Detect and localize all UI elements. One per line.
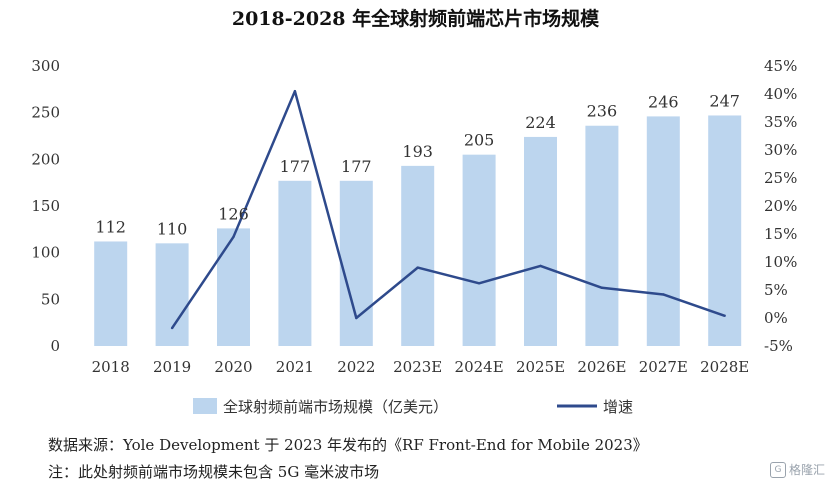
bar-2020 <box>217 228 250 346</box>
watermark: G 格隆汇 <box>769 461 825 478</box>
x-tick-2019: 2019 <box>153 358 191 376</box>
growth-line <box>171 89 726 329</box>
legend: 全球射频前端市场规模（亿美元） 增速 <box>193 398 633 416</box>
bar-value-label-2023E: 193 <box>402 142 433 161</box>
right-tick-35%: 35% <box>764 113 797 131</box>
growth-point-2024E <box>477 282 481 285</box>
bar-2021 <box>278 180 312 346</box>
bar-2027E <box>646 116 680 347</box>
chart-title: 2018-2028 年全球射频前端芯片市场规模 <box>231 8 600 30</box>
x-tick-2018: 2018 <box>92 358 130 376</box>
bar-value-label-2018: 112 <box>95 217 126 236</box>
growth-point-2021 <box>293 90 297 93</box>
x-tick-2025E: 2025E <box>516 358 565 376</box>
bar-2022 <box>339 180 373 346</box>
growth-point-2019 <box>170 326 174 330</box>
right-tick-10%: 10% <box>764 253 797 271</box>
left-axis-ticks: 0 50 100 150 200 250 300 <box>31 57 60 355</box>
right-tick--5%: -5% <box>764 337 793 355</box>
bar-2018 <box>94 241 128 346</box>
x-tick-2020: 2020 <box>214 358 252 376</box>
right-axis-ticks: -5% 0% 5% 10% 15% 20% 25% 30% 35% 40% 45% <box>764 57 797 355</box>
legend-line-label: 增速 <box>603 398 633 416</box>
x-tick-2027E: 2027E <box>639 358 688 376</box>
watermark-text: 格隆汇 <box>788 463 825 477</box>
growth-point-2027E <box>662 293 665 296</box>
bar-value-label-2019: 110 <box>157 219 188 238</box>
bar-value-label-2022: 177 <box>341 157 372 176</box>
growth-point-2022 <box>355 316 358 320</box>
right-tick-5%: 5% <box>764 281 788 299</box>
growth-point-2026E <box>600 286 604 289</box>
legend-bar-swatch <box>193 398 217 414</box>
bar-2026E <box>585 125 619 346</box>
bar-value-label-2020: 126 <box>218 204 249 223</box>
left-tick-250: 250 <box>31 104 60 122</box>
right-tick-0%: 0% <box>764 309 788 327</box>
x-tick-2022: 2022 <box>337 358 375 376</box>
scope-note: 注：此处射频前端市场规模未包含 5G 毫米波市场 <box>48 463 380 481</box>
right-tick-45%: 45% <box>764 57 797 75</box>
bar-value-label-2026E: 236 <box>587 102 618 121</box>
bar-2028E <box>708 115 742 346</box>
growth-line-series <box>170 89 726 330</box>
x-tick-2026E: 2026E <box>577 358 626 376</box>
x-axis-ticks: 2018 2019 2020 2021 2022 2023E 2024E 2025E 2026E… <box>92 358 750 376</box>
left-tick-100: 100 <box>31 244 60 262</box>
bar-data-labels: 112 110 126 177 177 193 205 224 236 246 247 <box>95 91 740 238</box>
bar-2024E <box>462 154 496 346</box>
legend-bar-label: 全球射频前端市场规模（亿美元） <box>223 398 448 416</box>
bar-2019 <box>155 243 189 346</box>
growth-point-2023E <box>416 266 419 269</box>
bar-series <box>94 115 742 347</box>
bar-2023E <box>401 165 435 346</box>
left-tick-150: 150 <box>31 197 60 215</box>
bar-value-label-2024E: 205 <box>464 131 495 150</box>
bar-value-label-2021: 177 <box>280 157 311 176</box>
x-tick-2028E: 2028E <box>700 358 749 376</box>
right-tick-15%: 15% <box>764 225 797 243</box>
left-tick-0: 0 <box>50 337 60 355</box>
bar-value-label-2025E: 224 <box>525 113 556 132</box>
right-tick-20%: 20% <box>764 197 797 215</box>
watermark-logo-icon: G <box>769 461 786 478</box>
bar-value-label-2028E: 247 <box>709 91 740 110</box>
left-tick-200: 200 <box>31 150 60 168</box>
bar-2025E <box>524 136 557 346</box>
x-tick-2024E: 2024E <box>455 358 504 376</box>
growth-point-2025E <box>539 264 542 268</box>
right-tick-25%: 25% <box>764 169 797 187</box>
growth-point-2028E <box>723 314 726 317</box>
right-tick-40%: 40% <box>764 85 797 103</box>
growth-point-2020 <box>232 235 235 238</box>
left-tick-300: 300 <box>31 57 60 75</box>
x-tick-2023E: 2023E <box>393 358 442 376</box>
right-tick-30%: 30% <box>764 141 797 159</box>
left-tick-50: 50 <box>41 290 60 308</box>
x-tick-2021: 2021 <box>276 358 314 376</box>
source-note: 数据来源：Yole Development 于 2023 年发布的《RF Fro… <box>48 436 648 454</box>
bar-value-label-2027E: 246 <box>648 92 679 111</box>
